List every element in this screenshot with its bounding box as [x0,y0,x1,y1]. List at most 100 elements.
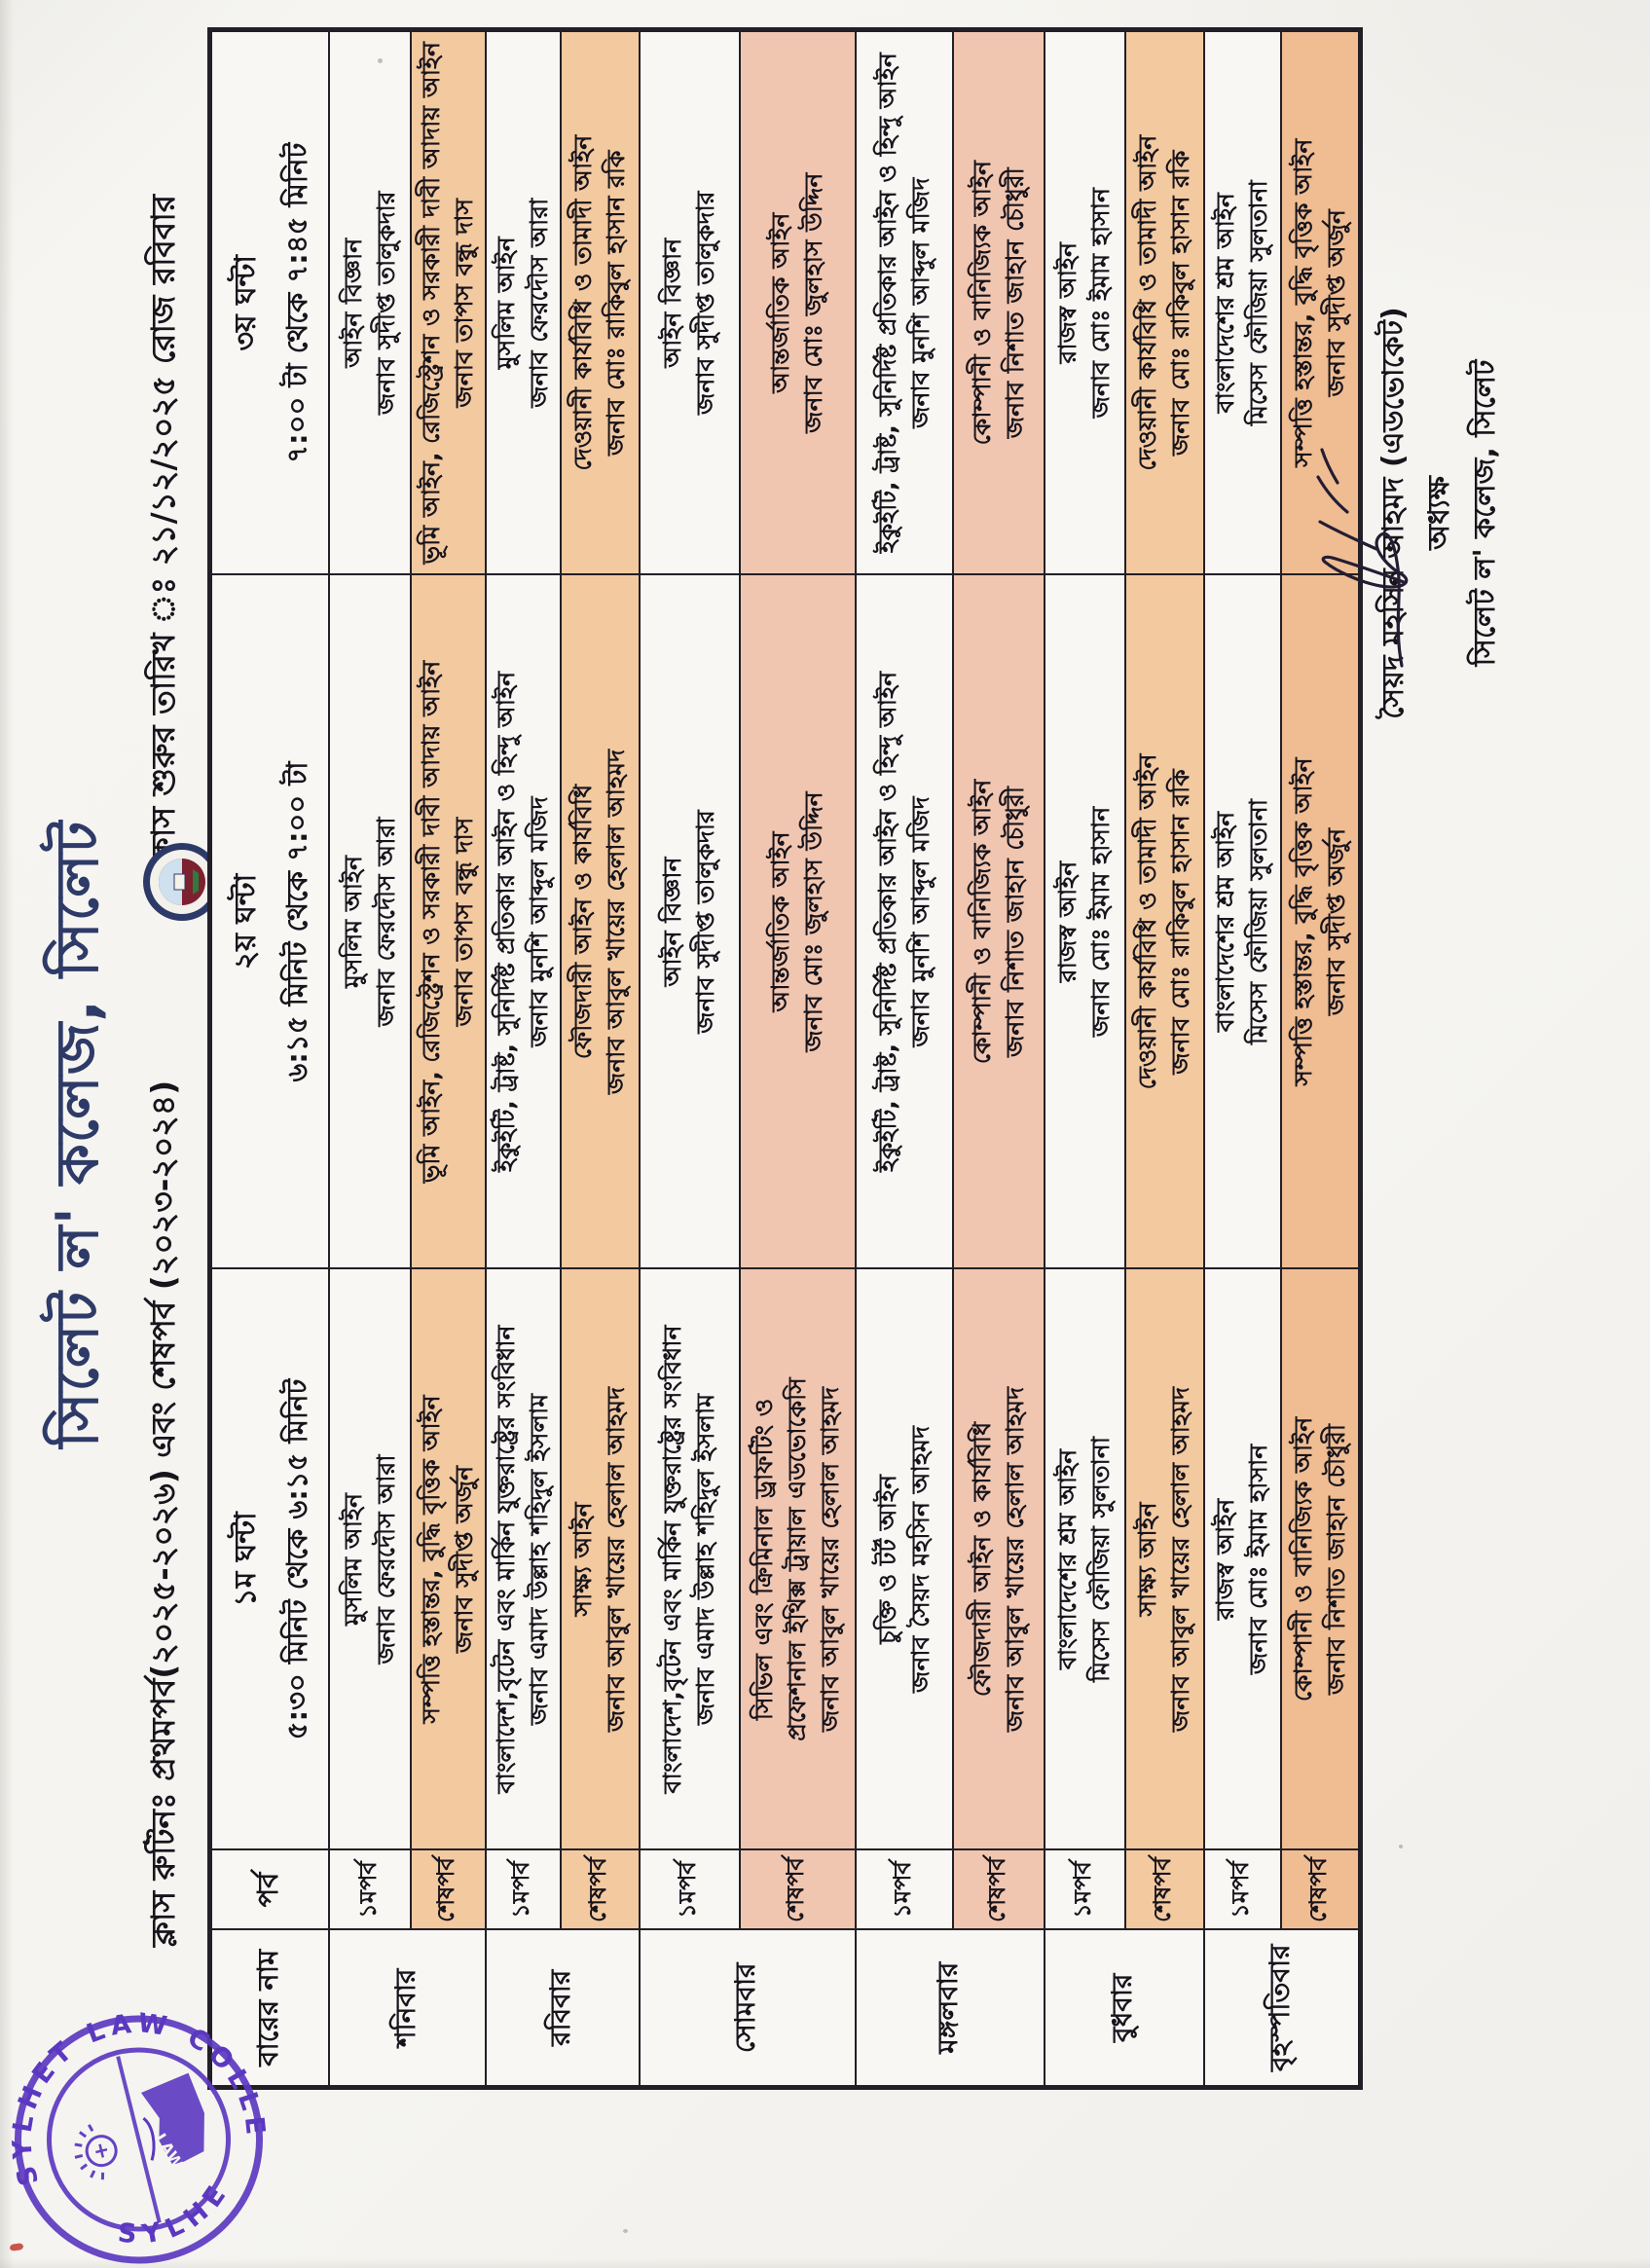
subject-name: ফৌজদারী আইন ও কার্যবিধি [568,784,597,1060]
day-cell: রবিবার [485,1929,640,2088]
term-cell: ১মপর্ব [328,1849,411,1930]
routine-row-1: শনিবার ১মপর্ব মুসলিম আইন জনাব ফেরদৌস আরা মুস… [328,29,486,2088]
term-cell: শেষপর্ব [1280,1849,1361,1930]
hour-time: ৬:১৫ মিনিট থেকে ৭:০০ টা [280,761,314,1082]
teacher-name: জনাব মোঃ রাকিবুল হাসান রকি [1166,150,1194,457]
teacher-name: জনাব নিশাত জাহান চৌধুরী [1000,786,1029,1058]
routine-row-5: সোমবার ১মপর্ব বাংলাদেশ,বৃটেন এবং মার্কিন য… [639,29,856,2088]
hour-label: ১ম ঘন্টা [229,1512,264,1607]
subject-name: কোম্পানী ও বানিজ্যিক আইন [967,161,996,446]
hour1-cell: সাক্ষ্য আইন জনাব আবুল খায়ের হেলাল আহমদ [1124,1268,1204,1850]
hour3-cell: বাংলাদেশের শ্রম আইন মিসেস ফৌজিয়া সুলতানা [1203,29,1281,575]
subject-name: ফৌজদারী আইন ও কার্যবিধি [967,1421,996,1698]
routine-row-10: শেষপর্ব সাক্ষ্য আইন জনাব আবুল খায়ের হেলাল… [1124,29,1204,2088]
college-seal-stamp: SYLHET LAW COLLEGE SYLHET LAW [0,1981,295,2268]
teacher-name: জনাব মোঃ রাকিবুল হাসান রকি [602,150,630,457]
subject-name: বাংলাদেশ,বৃটেন এবং মার্কিন যুক্তরাষ্ট্রে… [658,1325,686,1794]
subject-name: সিভিল এবং ক্রিমিনাল ড্রাফটিং ও [750,1398,778,1721]
teacher-name: জনাব এমাদ উল্লাহ শহিদুল ইসলাম [525,1393,553,1726]
header-hour-1: ১ম ঘন্টা ৫:৩০ মিনিট থেকে ৬:১৫ মিনিট [209,1268,329,1850]
term-cell: ১মপর্ব [639,1849,740,1930]
teacher-name: জনাব মোঃ জুলহাস উদ্দিন [799,791,827,1052]
teacher-name: জনাব মোঃ ইমাম হাসান [1244,1444,1272,1675]
header-hour-3: ৩য় ঘন্টা ৭:০০ টা থেকে ৭:৪৫ মিনিট [209,29,329,575]
subject-name: দেওয়ানী কার্যবিধি ও তামাদী আইন [1133,134,1161,471]
hour-time: ৭:০০ টা থেকে ৭:৪৫ মিনিট [280,142,314,463]
teacher-name: মিসেস ফৌজিয়া সুলতানা [1244,180,1272,426]
teacher-name: জনাব আবুল খায়ের হেলাল আহমদ [602,749,630,1095]
routine-row-8: শেষপর্ব ফৌজদারী আইন ও কার্যবিধি জনাব আবুল … [952,29,1045,2088]
teacher-name: জনাব মুনশি আব্দুল মজিদ [525,796,553,1047]
term-cell: ১মপর্ব [855,1849,953,1930]
term-cell: শেষপর্ব [410,1849,486,1930]
teacher-name: জনাব আবুল খায়ের হেলাল আহমদ [816,1386,844,1733]
subject-name: আন্তর্জাতিক আইন [766,831,794,1012]
day-cell: বৃহস্পতিবার [1203,1929,1361,2088]
term-cell: ১মপর্ব [1203,1849,1281,1930]
teacher-name: জনাব মোঃ ইমাম হাসান [1086,806,1115,1038]
term-cell: ১মপর্ব [485,1849,561,1930]
routine-row-11: বৃহস্পতিবার ১মপর্ব রাজস্ব আইন জনাব মোঃ ইমাম… [1203,29,1361,2088]
hour2-cell: ফৌজদারী আইন ও কার্যবিধি জনাব আবুল খায়ের … [560,574,640,1269]
teacher-name: জনাব ফেরদৌস আরা [525,198,553,408]
hour2-cell: মুসলিম আইন জনাব ফেরদৌস আরা [328,574,411,1269]
routine-row-6: শেষপর্ব সিভিল এবং ক্রিমিনাল ড্রাফটিং ও প্র… [739,29,856,2088]
subject-name: ইকুইটি, ট্রাষ্ট, সুনির্দিষ্ট প্রতিকার আই… [872,671,901,1173]
hour-time: ৫:৩০ মিনিট থেকে ৬:১৫ মিনিট [280,1378,314,1740]
teacher-name: জনাব আবুল খায়ের হেলাল আহমদ [1166,1386,1194,1733]
routine-terms-text: ক্লাস রুটিনঃ প্রথমপর্ব(২০২৫-২০২৬) এবং শে… [144,1079,182,1947]
subject-name: রাজস্ব আইন [1053,860,1082,983]
subject-name: আইন বিজ্ঞান [338,238,367,368]
hour1-cell: মুসলিম আইন জনাব ফেরদৌস আরা [328,1268,411,1850]
page-title: সিলেট ল' কলেজ, সিলেট [44,820,112,1448]
hour2-cell: দেওয়ানী কার্যবিধি ও তামাদী আইন জনাব মোঃ … [1124,574,1204,1269]
term-cell: ১মপর্ব [1044,1849,1125,1930]
subject-name: আন্তর্জাতিক আইন [766,212,794,393]
hour3-cell: আইন বিজ্ঞান জনাব সুদীপ্ত তালুকদার [328,29,411,575]
hour2-cell: আন্তর্জাতিক আইন জনাব মোঃ জুলহাস উদ্দিন [739,574,856,1269]
subject-name: ভূমি আইন, রেজিস্ট্রেশন ও সরকারী দাবী আদা… [417,660,445,1184]
subject-name: আইন বিজ্ঞান [658,857,686,987]
teacher-name: জনাব সুদীপ্ত তালুকদার [691,810,719,1034]
routine-table-body: বারের নাম পর্ব ১ম ঘন্টা ৫:৩০ মিনিট থেকে ৬:১… [209,29,1361,2088]
subject-name: বাংলাদেশ,বৃটেন এবং মার্কিন যুক্তরাষ্ট্রে… [492,1325,520,1794]
hour2-cell: ইকুইটি, ট্রাষ্ট, সুনির্দিষ্ট প্রতিকার আই… [855,574,953,1269]
hour3-cell: মুসলিম আইন জনাব ফেরদৌস আরা [485,29,561,575]
subject-name: আইন বিজ্ঞান [658,238,686,368]
teacher-name: জনাব আবুল খায়ের হেলাল আহমদ [602,1386,630,1733]
routine-row-7: মঙ্গলবার ১মপর্ব চুক্তি ও টর্ট আইন জনাব সৈয়… [855,29,1045,2088]
term-cell: শেষপর্ব [739,1849,856,1930]
hour1-cell: সিভিল এবং ক্রিমিনাল ড্রাফটিং ও প্রফেশনাল … [739,1268,856,1850]
routine-row-12: শেষপর্ব কোম্পানী ও বানিজ্যিক আইন জনাব নিশা… [1280,29,1361,2088]
hour3-cell: আন্তর্জাতিক আইন জনাব মোঃ জুলহাস উদ্দিন [739,29,856,575]
principal-title: অধ্যক্ষ [1422,476,1456,550]
hour3-cell: দেওয়ানী কার্যবিধি ও তামাদী আইন জনাব মোঃ … [1124,29,1204,575]
teacher-name: জনাব মুনশি আব্দুল মজিদ [905,177,935,428]
teacher-name: জনাব মোঃ ইমাম হাসান [1086,188,1115,419]
hour2-cell: কোম্পানী ও বানিজ্যিক আইন জনাব নিশাত জাহান… [952,574,1045,1269]
hour-label: ৩য় ঘন্টা [229,255,264,351]
hour1-cell: রাজস্ব আইন জনাব মোঃ ইমাম হাসান [1203,1268,1281,1850]
teacher-name: জনাব তাপস বন্ধু দাস [450,198,478,408]
subject-name: মুসলিম আইন [492,237,520,370]
subject-name: কোম্পানী ও বানিজ্যিক আইন [1288,1416,1317,1702]
subject-name: দেওয়ানী কার্যবিধি ও তামাদী আইন [1133,753,1161,1090]
routine-row-2: শেষপর্ব সম্পত্তি হস্তান্তর, বুদ্ধি বৃত্তি… [410,29,486,2088]
day-cell: সোমবার [639,1929,856,2088]
subject-name: মুসলিম আইন [338,1493,367,1626]
teacher-name: জনাব নিশাত জাহান চৌধুরী [1000,167,1029,439]
subject-name: সাক্ষ্য আইন [1133,1502,1161,1617]
header-term: পর্ব [209,1849,329,1930]
teacher-name: জনাব সৈয়দ মহসিন আহমদ [905,1426,935,1693]
hour1-cell: বাংলাদেশ,বৃটেন এবং মার্কিন যুক্তরাষ্ট্রে… [639,1268,740,1850]
hour2-cell: বাংলাদেশের শ্রম আইন মিসেস ফৌজিয়া সুলতানা [1203,574,1281,1269]
hour2-cell: ইকুইটি, ট্রাষ্ট, সুনির্দিষ্ট প্রতিকার আই… [485,574,561,1269]
teacher-name: জনাব ফেরদৌস আরা [371,817,400,1027]
hour1-cell: সম্পত্তি হস্তান্তর, বুদ্ধি বৃত্তিক আইন জন… [410,1268,486,1850]
subject-name: দেওয়ানী কার্যবিধি ও তামাদী আইন [568,134,597,471]
hour2-cell: আইন বিজ্ঞান জনাব সুদীপ্ত তালুকদার [639,574,740,1269]
teacher-name: মিসেস ফৌজিয়া সুলতানা [1086,1437,1115,1682]
subject-name: ইকুইটি, ট্রাষ্ট, সুনির্দিষ্ট প্রতিকার আই… [872,53,901,554]
teacher-name: জনাব মুনশি আব্দুল মজিদ [905,796,935,1047]
